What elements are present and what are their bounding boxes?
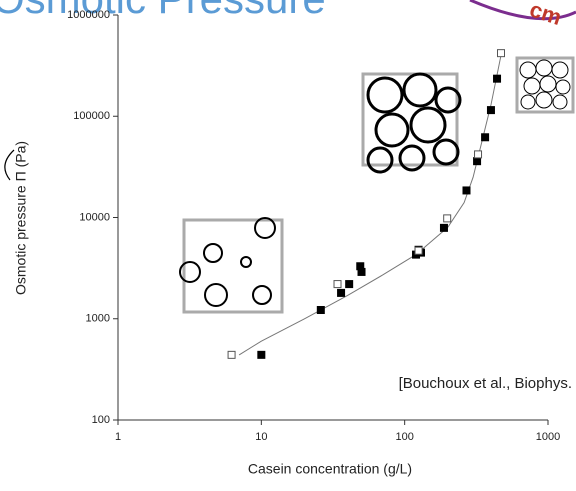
inset-foam: [361, 72, 462, 174]
y-tick-label: 10000: [79, 211, 110, 223]
plot-background: [0, 14, 576, 491]
x-tick-label: 1: [115, 431, 121, 443]
filled-marker: [462, 186, 471, 195]
open-marker: [497, 49, 506, 58]
y-axis-label: Osmotic pressure Π (Pa): [13, 141, 29, 295]
open-marker: [414, 246, 423, 255]
filled-marker: [493, 74, 502, 83]
filled-marker: [357, 267, 366, 276]
x-axis-label: Casein concentration (g/L): [248, 461, 412, 477]
filled-marker: [473, 157, 482, 166]
left-arc: [4, 149, 15, 181]
inset-compressed: [515, 56, 575, 114]
filled-marker: [439, 223, 448, 232]
y-tick-label: 100000: [73, 110, 110, 122]
x-tick-label: 100: [395, 431, 413, 443]
filled-marker: [257, 350, 266, 359]
fit-curve: [238, 55, 502, 356]
x-tick-label: 1000: [536, 431, 560, 443]
x-tick-label: 10: [255, 431, 267, 443]
annotation: [Bouchoux et al., Biophys.: [399, 375, 572, 392]
filled-marker: [481, 133, 490, 142]
filled-marker: [337, 288, 346, 297]
filled-marker: [345, 280, 354, 289]
open-marker: [227, 350, 236, 359]
open-marker: [443, 214, 452, 223]
filled-marker: [486, 106, 495, 115]
corner-arc: [469, 0, 576, 21]
filled-marker: [316, 306, 325, 315]
inset-dilute: [179, 217, 284, 314]
y-tick-label: 1000: [86, 313, 110, 325]
y-tick-label: 1000000: [67, 9, 110, 21]
open-marker: [333, 280, 342, 289]
open-marker: [474, 150, 483, 159]
y-tick-label: 100: [92, 414, 110, 426]
